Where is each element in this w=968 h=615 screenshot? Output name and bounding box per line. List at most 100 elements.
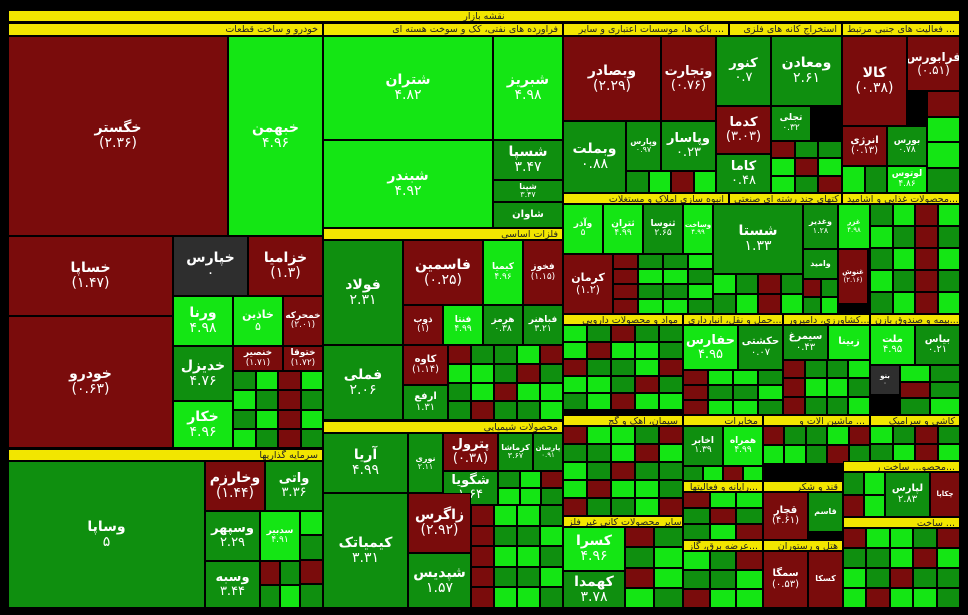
stock-tile-small[interactable] <box>892 204 915 226</box>
stock-tile[interactable]: خنصیر (۱.۷۱) <box>233 346 283 371</box>
stock-tile-small[interactable] <box>889 568 914 588</box>
stock-tile-small[interactable] <box>794 175 819 193</box>
stock-tile-small[interactable] <box>937 248 960 270</box>
stock-tile-small[interactable] <box>758 294 781 314</box>
stock-tile-small[interactable] <box>471 382 494 402</box>
stock-tile-small[interactable] <box>659 376 683 393</box>
stock-tile-small[interactable] <box>709 589 737 608</box>
stock-tile[interactable]: کدما (۳.۰۳) <box>716 106 771 154</box>
stock-tile[interactable]: زاگرس (۲.۹۲) <box>408 493 471 553</box>
stock-tile-small[interactable] <box>683 551 710 570</box>
stock-tile-small[interactable] <box>587 359 611 376</box>
stock-tile-small[interactable] <box>889 528 914 548</box>
stock-tile-small[interactable] <box>866 568 890 588</box>
stock-tile-small[interactable] <box>498 471 520 488</box>
stock-tile-small[interactable] <box>683 466 703 481</box>
stock-tile[interactable]: پارسان ۰.۹۱ <box>533 433 563 471</box>
stock-tile-small[interactable] <box>743 466 763 481</box>
stock-tile-small[interactable] <box>794 158 819 176</box>
stock-tile-small[interactable] <box>233 428 256 448</box>
stock-tile[interactable]: سیمرغ ۰.۴۳ <box>783 325 828 360</box>
sector-header[interactable]: سرمایه گذاریها <box>8 449 323 461</box>
stock-tile[interactable]: شاوان <box>493 202 563 228</box>
stock-tile-small[interactable] <box>471 566 494 588</box>
stock-tile-small[interactable] <box>635 480 659 498</box>
stock-tile-small[interactable] <box>733 400 758 415</box>
stock-tile-small[interactable] <box>763 426 785 445</box>
stock-tile-small[interactable] <box>915 443 938 461</box>
stock-tile[interactable]: غنوش (۲.۱۶) <box>838 249 868 304</box>
stock-tile-small[interactable] <box>587 325 611 342</box>
stock-tile-small[interactable] <box>654 567 683 588</box>
stock-tile-small[interactable] <box>278 428 301 448</box>
stock-tile-small[interactable] <box>638 269 663 284</box>
stock-tile[interactable]: نوری ۲.۱۱ <box>408 433 443 493</box>
stock-tile-small[interactable] <box>613 269 638 284</box>
stock-tile-small[interactable] <box>937 426 960 444</box>
stock-tile[interactable]: کرماشا ۳.۶۷ <box>498 433 533 471</box>
stock-tile-small[interactable] <box>818 141 842 159</box>
stock-tile-small[interactable] <box>713 294 736 314</box>
stock-tile[interactable]: زبینا <box>828 325 870 360</box>
stock-tile[interactable]: کاما ۰.۴۸ <box>716 154 771 193</box>
stock-tile[interactable]: ورنا ۴.۹۸ <box>173 296 233 346</box>
stock-tile[interactable]: کسکا <box>808 551 843 608</box>
stock-tile-small[interactable] <box>587 426 611 444</box>
stock-tile-small[interactable] <box>540 566 563 588</box>
stock-tile-small[interactable] <box>611 498 635 516</box>
stock-tile-small[interactable] <box>659 444 683 462</box>
stock-tile[interactable]: شتران ۴.۸۲ <box>323 36 493 140</box>
stock-tile-small[interactable] <box>563 325 587 342</box>
stock-tile[interactable]: خمحرکه (۲.۰۱) <box>283 296 323 346</box>
sector-header[interactable]: محصو... ساخت ر... <box>843 461 960 472</box>
stock-tile-small[interactable] <box>771 141 795 159</box>
stock-tile-small[interactable] <box>625 527 654 548</box>
stock-tile-small[interactable] <box>540 546 563 567</box>
stock-tile-small[interactable] <box>638 284 663 299</box>
stock-tile[interactable]: فخوز (۱.۱۵) <box>523 240 563 305</box>
stock-tile[interactable]: بیاس ۰.۲۱ <box>915 325 960 365</box>
stock-tile-small[interactable] <box>448 401 471 420</box>
stock-tile[interactable]: قاسم <box>808 492 843 532</box>
stock-tile-small[interactable] <box>540 345 563 364</box>
stock-tile-small[interactable] <box>688 284 713 299</box>
stock-tile-small[interactable] <box>794 141 819 159</box>
stock-tile-small[interactable] <box>613 254 638 269</box>
stock-tile-small[interactable] <box>233 371 256 391</box>
stock-tile[interactable]: فرابورس (۰.۵۱) <box>907 36 960 91</box>
stock-tile-small[interactable] <box>843 528 867 548</box>
sector-header[interactable]: استخراج کانه های فلزی <box>729 23 842 36</box>
stock-tile[interactable]: انرژی (۰.۱۳) <box>842 126 887 166</box>
stock-tile[interactable]: کاوه (۱.۱۴) <box>403 345 448 385</box>
stock-tile-small[interactable] <box>866 548 890 568</box>
stock-tile-small[interactable] <box>848 378 870 397</box>
stock-tile-small[interactable] <box>517 505 540 526</box>
stock-tile-small[interactable] <box>635 462 659 480</box>
sector-header[interactable]: قند و شکر <box>763 481 843 492</box>
stock-tile-small[interactable] <box>255 371 278 391</box>
stock-tile-small[interactable] <box>448 345 471 364</box>
stock-tile-small[interactable] <box>494 382 517 402</box>
stock-tile-small[interactable] <box>635 498 659 516</box>
stock-tile-small[interactable] <box>936 548 960 568</box>
stock-tile-small[interactable] <box>927 116 960 142</box>
stock-tile-small[interactable] <box>611 342 635 359</box>
stock-tile-small[interactable] <box>936 528 960 548</box>
stock-tile-small[interactable] <box>540 382 563 402</box>
stock-tile-small[interactable] <box>758 385 783 400</box>
stock-tile-small[interactable] <box>870 204 893 226</box>
stock-tile-small[interactable] <box>937 443 960 461</box>
stock-tile-small[interactable] <box>659 498 683 516</box>
stock-tile[interactable]: کنور ۰.۷ <box>716 36 771 106</box>
stock-tile[interactable]: سمگا (۰.۵۳) <box>763 551 808 608</box>
stock-tile-small[interactable] <box>494 345 517 364</box>
stock-tile-small[interactable] <box>494 525 517 547</box>
stock-tile-small[interactable] <box>683 508 710 524</box>
stock-tile-small[interactable] <box>736 551 763 570</box>
stock-tile-small[interactable] <box>709 508 737 524</box>
stock-tile-small[interactable] <box>280 584 300 608</box>
stock-tile-small[interactable] <box>805 445 828 464</box>
stock-tile-small[interactable] <box>517 546 540 567</box>
stock-tile-small[interactable] <box>870 270 893 292</box>
stock-tile[interactable]: ختوقا (۱.۷۲) <box>283 346 323 371</box>
